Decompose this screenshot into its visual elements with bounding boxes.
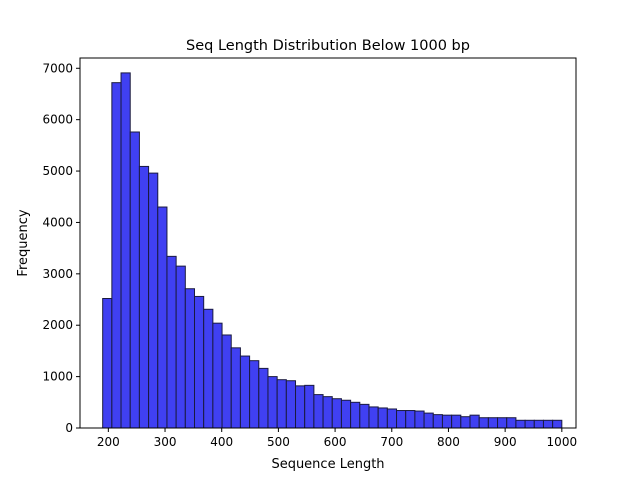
- histogram-bar: [487, 417, 499, 429]
- histogram-bar: [552, 419, 563, 429]
- histogram-bar: [497, 417, 508, 429]
- y-tick-label: 3000: [42, 267, 73, 281]
- y-tick-label: 4000: [42, 215, 73, 229]
- y-axis-ticks: 0 1000 2000 3000 4000 5000 6000 7000: [42, 61, 80, 435]
- histogram-bar: [506, 417, 517, 429]
- x-tick-label: 900: [494, 435, 517, 449]
- x-tick-label: 200: [97, 435, 120, 449]
- histogram-bar: [542, 419, 554, 429]
- histogram-bar: [175, 265, 186, 429]
- histogram-bar: [304, 384, 315, 429]
- histogram-bar: [331, 398, 342, 429]
- x-axis-label: Sequence Length: [271, 457, 384, 472]
- histogram-bar: [359, 403, 370, 429]
- histogram-bar: [221, 334, 232, 429]
- histogram-bar: [157, 206, 168, 429]
- x-tick-label: 600: [324, 435, 347, 449]
- histogram-bar: [267, 376, 278, 429]
- histogram-bar: [138, 165, 150, 429]
- histogram-bar: [258, 367, 269, 429]
- histogram-bar: [441, 414, 453, 429]
- histogram-bar: [295, 385, 306, 429]
- histogram-bar: [414, 410, 425, 429]
- histogram-bar: [524, 419, 535, 429]
- histogram-bar: [460, 416, 471, 429]
- y-tick-label: 1000: [42, 370, 73, 384]
- histogram-bar: [396, 410, 407, 429]
- histogram-bar: [469, 414, 480, 429]
- histogram-bar: [322, 396, 333, 429]
- x-tick-label: 400: [210, 435, 233, 449]
- histogram-bars: [102, 72, 563, 429]
- y-tick-label: 2000: [42, 318, 73, 332]
- histogram-bar: [148, 172, 159, 429]
- histogram-bar: [533, 419, 544, 429]
- histogram-bar: [340, 399, 352, 429]
- histogram-bar: [120, 72, 131, 429]
- histogram-bar: [102, 298, 113, 429]
- plot-frame: [79, 57, 577, 429]
- histogram-bar: [313, 394, 324, 429]
- histogram-bar: [203, 308, 214, 429]
- histogram-bar: [194, 295, 205, 429]
- y-tick-label: 5000: [42, 164, 73, 178]
- histogram-bar: [239, 355, 251, 429]
- x-tick-label: 1000: [547, 435, 578, 449]
- histogram-bar: [249, 360, 260, 429]
- histogram-bar: [212, 322, 223, 429]
- x-tick-label: 700: [380, 435, 403, 449]
- x-tick-label: 500: [267, 435, 290, 449]
- histogram-bar: [285, 380, 297, 429]
- y-tick-label: 6000: [42, 113, 73, 127]
- histogram-bar: [386, 408, 398, 429]
- x-tick-label: 800: [437, 435, 460, 449]
- histogram-bar: [166, 255, 177, 429]
- x-tick-label: 300: [154, 435, 177, 449]
- histogram-bar: [368, 406, 379, 429]
- histogram-bar: [184, 288, 196, 429]
- histogram-bar: [451, 414, 462, 429]
- x-axis-ticks: 200 300 400 500 600 700 800 900 1000: [97, 428, 577, 449]
- chart-title: Seq Length Distribution Below 1000 bp: [186, 38, 470, 54]
- histogram-bar: [350, 401, 361, 429]
- histogram-bar: [432, 414, 443, 429]
- histogram-bar: [276, 379, 287, 429]
- histogram-bar: [111, 82, 122, 429]
- y-tick-label: 0: [65, 421, 73, 435]
- y-tick-label: 7000: [42, 61, 73, 75]
- histogram-bar: [230, 347, 241, 429]
- histogram-bar: [515, 419, 526, 429]
- histogram-bar: [377, 407, 388, 429]
- histogram-bar: [423, 412, 434, 429]
- histogram-bar: [405, 410, 416, 429]
- histogram-bar: [478, 417, 489, 429]
- y-axis-label: Frequency: [16, 209, 31, 276]
- histogram-bar: [129, 131, 140, 429]
